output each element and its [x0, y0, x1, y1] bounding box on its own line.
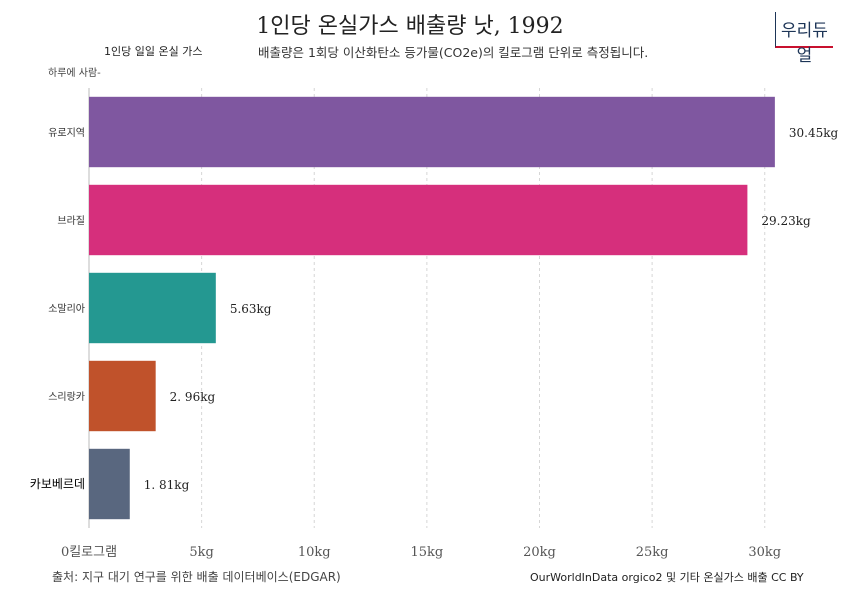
x-tick-label: 30kg: [748, 545, 781, 560]
credit-note[interactable]: OurWorldInData orgico2 및 기타 온실가스 배출 CC B…: [530, 571, 804, 584]
owid-logo[interactable]: 우리듀얼: [775, 12, 833, 66]
value-label: 29.23kg: [761, 214, 811, 228]
category-label[interactable]: 유로지역: [48, 127, 85, 139]
chart-title: 1인당 온실가스 배출량 낫, 1992: [256, 14, 564, 39]
bar[interactable]: [89, 184, 748, 256]
category-label[interactable]: 소말리아: [48, 303, 85, 315]
x-tick-label: 20kg: [523, 545, 556, 560]
category-label[interactable]: 카보베르데: [30, 477, 85, 491]
bar[interactable]: [89, 96, 775, 168]
chart-subtitle-right: 배출량은 1회당 이산화탄소 등가물(CO2e)의 킬로그램 단위로 측정됩니다…: [258, 45, 649, 60]
x-tick-label: 25kg: [636, 545, 669, 560]
unit-note: 하루에 사람-: [48, 68, 101, 79]
category-label[interactable]: 브라질: [57, 215, 85, 227]
source-note: 출처: 지구 대기 연구를 위한 배출 데이터베이스(EDGAR): [52, 570, 341, 584]
value-label: 5.63kg: [230, 302, 272, 316]
x-tick-label: 15kg: [410, 545, 443, 560]
bar[interactable]: [89, 360, 156, 432]
x-tick-label: 10kg: [298, 545, 331, 560]
x-tick-label: 0킬로그램: [61, 545, 117, 560]
category-label[interactable]: 스리랑카: [48, 391, 85, 403]
value-label: 2. 96kg: [170, 390, 216, 404]
bar[interactable]: [89, 448, 130, 520]
x-tick-label: 5kg: [189, 545, 213, 560]
chart-subtitle-left: 1인당 일일 온실 가스: [104, 45, 203, 58]
labels: 0킬로그램 5kg 10kg 15kg 20kg 25kg 30kg 유로지역 30.45kg 브…: [30, 126, 839, 560]
bars: [89, 96, 775, 520]
value-label: 1. 81kg: [144, 478, 190, 492]
value-label: 30.45kg: [789, 126, 839, 140]
bar[interactable]: [89, 272, 216, 344]
